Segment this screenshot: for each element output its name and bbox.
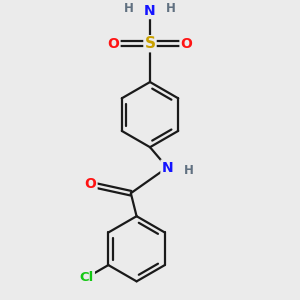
Text: H: H [166, 2, 176, 14]
Text: H: H [124, 2, 134, 14]
Text: H: H [183, 164, 193, 177]
Text: N: N [144, 4, 156, 18]
Text: O: O [85, 177, 97, 191]
Text: N: N [161, 160, 173, 175]
Text: S: S [145, 36, 155, 51]
Text: O: O [108, 37, 119, 51]
Text: Cl: Cl [80, 271, 94, 284]
Text: O: O [181, 37, 192, 51]
